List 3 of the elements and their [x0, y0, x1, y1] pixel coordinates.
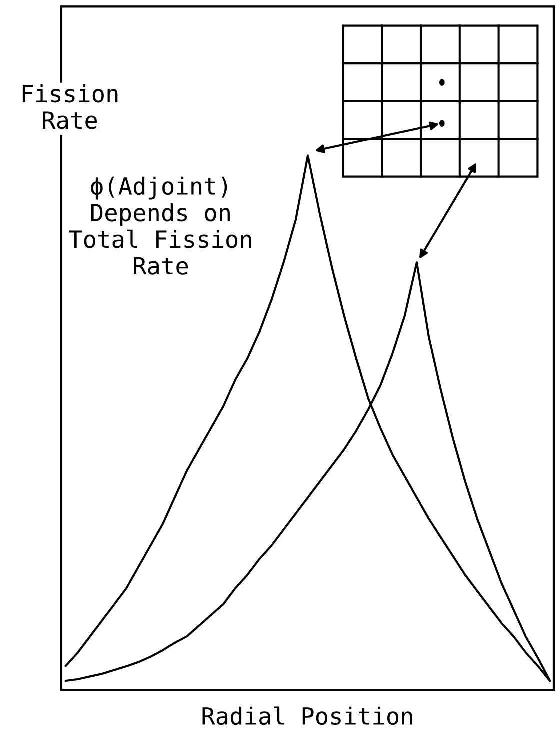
x-axis-title: Radial Position — [202, 706, 412, 726]
annotation: ϕ(Adjoint) Depends on Total Fission Rate — [69, 176, 252, 275]
y-axis-title: Fission Rate — [22, 84, 118, 130]
